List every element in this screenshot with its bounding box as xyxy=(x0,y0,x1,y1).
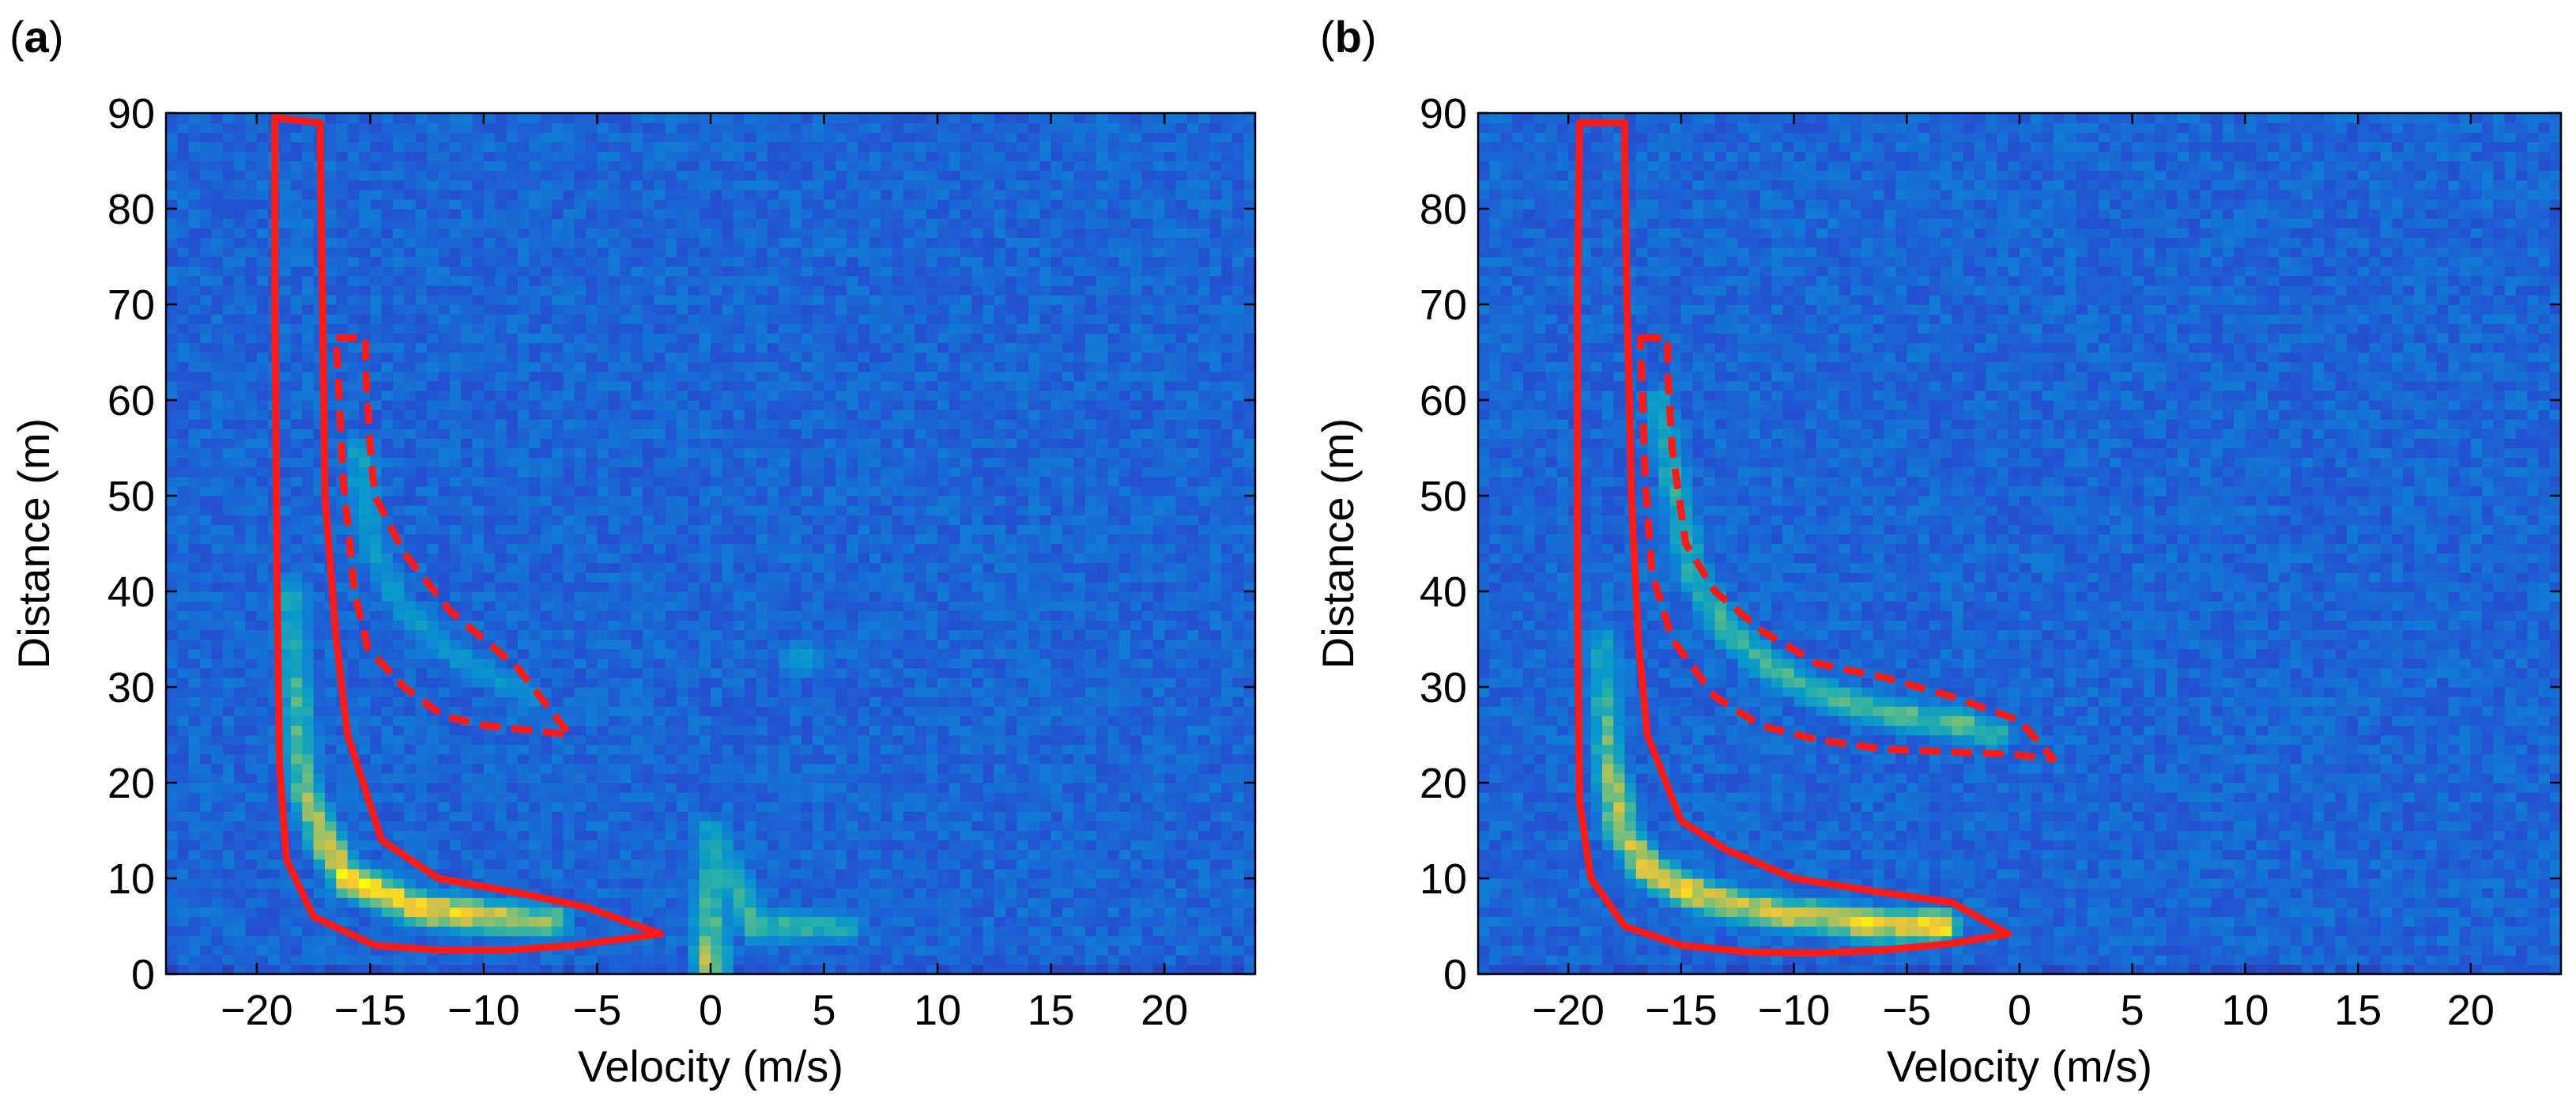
y-tick-label: 70 xyxy=(107,281,155,329)
heatmap-chart: −20 −15 −10 −5 0 5 10 15 20 0 10 20 30 40 50 60 70 80 90 Ve… xyxy=(1313,90,2563,1091)
x-axis-label: Velocity (m/s) xyxy=(1887,1041,2152,1091)
y-tick-label: 20 xyxy=(107,760,155,807)
y-tick-label: 10 xyxy=(1420,855,1467,903)
y-tick-label: 80 xyxy=(107,186,155,233)
x-tick-label: 15 xyxy=(2334,987,2382,1034)
x-tick-label: 0 xyxy=(2008,987,2031,1034)
y-tick-label: 20 xyxy=(1420,760,1467,807)
x-tick-label: −20 xyxy=(1532,987,1605,1034)
panel-letter: a xyxy=(24,12,49,62)
x-tick-label: −5 xyxy=(573,987,622,1034)
y-tick-label: 60 xyxy=(107,377,155,425)
x-tick-label: 5 xyxy=(813,987,836,1034)
x-tick-label: −15 xyxy=(1645,987,1718,1034)
dashed-region-outline xyxy=(1637,334,2057,763)
solid-region-outline xyxy=(1574,119,2012,957)
y-tick-label: 50 xyxy=(107,473,155,520)
panel-letter: b xyxy=(1334,12,1362,62)
y-axis-label: Distance (m) xyxy=(1313,418,1363,669)
y-tick-label: 0 xyxy=(1443,951,1467,999)
heatmap-cells xyxy=(1478,113,2562,975)
solid-region-outline xyxy=(271,114,665,954)
y-tick-label: 40 xyxy=(1420,568,1467,616)
y-tick-label: 30 xyxy=(107,664,155,712)
x-tick-label: 10 xyxy=(914,987,961,1034)
heatmap-chart: −20 −15 −10 −5 0 5 10 15 20 0 10 20 30 40 50 60 70 80 90 Ve… xyxy=(9,90,1257,1091)
y-tick-label: 90 xyxy=(107,90,155,138)
panel-label: (a) xyxy=(9,12,64,62)
x-tick-label: 20 xyxy=(2447,987,2495,1034)
panel-b: (b) −20 −15 −10 −5 0 5 10 15 20 0 10 20 30 40 50 60 70 80… xyxy=(1288,0,2576,1110)
heatmap-cells xyxy=(166,113,1256,975)
y-tick-label: 80 xyxy=(1420,186,1467,233)
y-axis-label: Distance (m) xyxy=(9,418,58,669)
y-tick-label: 50 xyxy=(1420,473,1467,520)
panel-label: (b) xyxy=(1320,12,1377,62)
x-tick-label: −20 xyxy=(221,987,293,1034)
x-tick-label: −10 xyxy=(1758,987,1831,1034)
dashed-region-outline xyxy=(332,334,574,738)
y-tick-label: 0 xyxy=(131,951,155,999)
x-tick-label: 10 xyxy=(2221,987,2269,1034)
x-tick-label: 20 xyxy=(1141,987,1188,1034)
y-tick-label: 10 xyxy=(107,855,155,903)
y-tick-label: 90 xyxy=(1420,90,1467,138)
x-tick-label: −15 xyxy=(334,987,407,1034)
x-tick-label: 0 xyxy=(699,987,722,1034)
x-tick-label: 5 xyxy=(2121,987,2144,1034)
x-axis-label: Velocity (m/s) xyxy=(578,1041,843,1091)
y-tick-label: 40 xyxy=(107,568,155,616)
y-tick-label: 60 xyxy=(1420,377,1467,425)
x-tick-label: −5 xyxy=(1883,987,1932,1034)
panel-a: (a) −20 −15 −10 −5 0 5 10 15 20 0 10 20 30 40 50 60 70 80… xyxy=(9,12,1257,1091)
x-tick-label: 15 xyxy=(1028,987,1075,1034)
y-tick-label: 70 xyxy=(1420,281,1467,329)
x-tick-label: −10 xyxy=(447,987,520,1034)
y-tick-label: 30 xyxy=(1420,664,1467,712)
